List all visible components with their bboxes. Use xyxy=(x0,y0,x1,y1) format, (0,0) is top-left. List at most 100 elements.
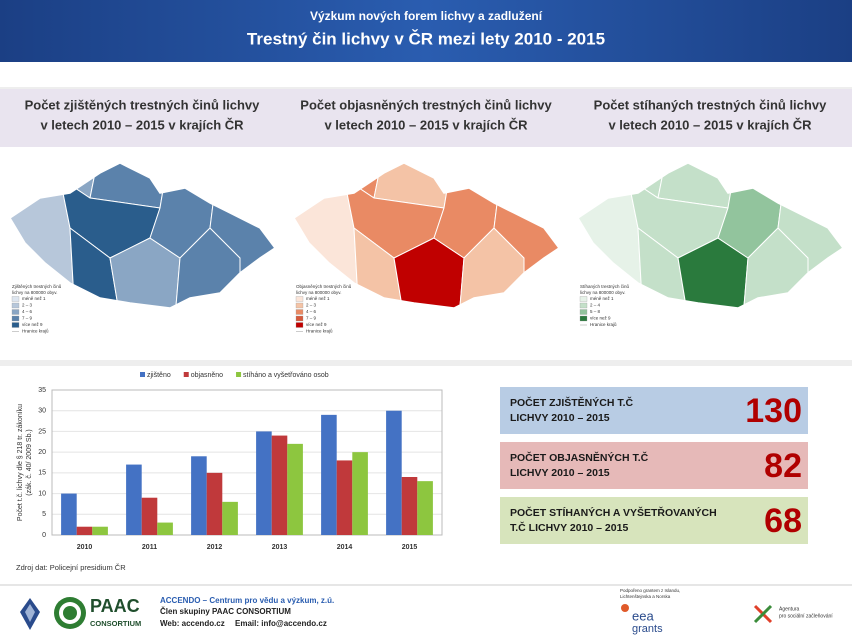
stat-label: POČET STÍHANÝCH A VYŠETŘOVANÝCH xyxy=(510,506,717,519)
y-tick-label: 5 xyxy=(42,511,46,518)
legend-swatch xyxy=(295,315,304,322)
stat-label: T.Č LICHVY 2010 – 2015 xyxy=(510,521,628,534)
map-legend-title: lichvy na 800000 obyv. xyxy=(12,290,57,295)
agency-text: Agentura xyxy=(779,606,800,612)
y-tick-label: 15 xyxy=(38,470,46,477)
map-legend-label: 4 – 6 xyxy=(22,309,33,314)
legend-label: objasněno xyxy=(191,372,223,379)
eea-text: eea xyxy=(632,608,654,623)
agency-logo xyxy=(753,604,773,624)
map-legend-label: 4 – 6 xyxy=(306,309,317,314)
map-legend-label: 7 – 9 xyxy=(22,316,33,321)
y-tick-label: 0 xyxy=(42,532,46,539)
stat-box xyxy=(500,387,808,434)
bar xyxy=(417,481,433,535)
bar xyxy=(401,477,418,535)
bar xyxy=(141,497,158,535)
x-tick-label: 2015 xyxy=(402,544,418,551)
map-legend-title: Objasněných trestných činů xyxy=(296,283,352,289)
legend-label: zjištěno xyxy=(147,372,171,379)
stat-value: 130 xyxy=(745,392,802,430)
map-outline xyxy=(292,162,561,309)
bar xyxy=(352,452,368,535)
map-legend-title: lichvy na 800000 obyv. xyxy=(296,290,341,295)
header-band xyxy=(0,0,852,62)
bar xyxy=(271,435,288,535)
header-title: Trestný čin lichvy v ČR mezi lety 2010 -… xyxy=(247,29,605,48)
x-tick-label: 2011 xyxy=(142,544,157,551)
legend-swatch xyxy=(295,322,304,328)
agency-text: pro sociální začleňování xyxy=(779,613,833,619)
map-legend-label: Hranice krajů xyxy=(306,328,333,334)
y-axis-label: Počet t.č. lichvy dle § 218 tr. zákoníku xyxy=(17,404,24,521)
legend-swatch xyxy=(11,322,20,328)
bar xyxy=(256,431,272,535)
x-tick-label: 2014 xyxy=(337,544,353,551)
grant-text: Lichtenštejnska a Norska xyxy=(620,594,671,599)
accendo-logo xyxy=(20,598,40,630)
grants-text: grants xyxy=(632,623,663,635)
stat-label: LICHVY 2010 – 2015 xyxy=(510,412,610,424)
bar xyxy=(386,410,402,535)
map-legend-label: Hranice krajů xyxy=(590,321,617,327)
map-legend-label: 2 – 4 xyxy=(590,303,601,308)
grant-text: Podpořeno grantem z Islandu, xyxy=(620,588,680,593)
x-tick-label: 2010 xyxy=(77,544,93,551)
map-legend-label: 2 – 3 xyxy=(22,303,33,308)
map-title: v letech 2010 – 2015 v krajích ČR xyxy=(324,117,528,132)
legend-swatch xyxy=(140,372,145,377)
y-axis-label: (zák. č. 40/ 2009 Sb.) xyxy=(26,429,33,496)
map-legend-label: méně než 1 xyxy=(590,296,614,301)
map-title: Počet stíhaných trestných činů lichvy xyxy=(594,97,827,112)
legend-swatch xyxy=(236,372,242,377)
separator xyxy=(0,360,852,366)
y-tick-label: 30 xyxy=(38,408,46,415)
eea-dot xyxy=(621,604,629,612)
map-legend-label: více než 9 xyxy=(590,316,611,321)
map-title: Počet zjištěných trestných činů lichvy xyxy=(25,97,261,112)
map-title: Počet objasněných trestných činů lichvy xyxy=(300,97,552,112)
org-name: ACCENDO – Centrum pro vědu a výzkum, z.ú… xyxy=(160,596,334,605)
map-legend-title: Stíhaných trestných činů xyxy=(580,283,630,289)
map-legend-label: více než 9 xyxy=(306,322,327,327)
source: Zdroj dat: Policejní presidium ČR xyxy=(16,563,126,572)
plot-frame xyxy=(51,389,443,536)
stat-value: 68 xyxy=(764,502,802,540)
x-tick-label: 2013 xyxy=(272,544,288,551)
map-legend-label: více než 9 xyxy=(22,322,43,327)
bar xyxy=(222,501,238,535)
map-legend-title: lichvy na 800000 obyv. xyxy=(580,290,625,295)
bar xyxy=(336,460,353,535)
map-legend-label: Hranice krajů xyxy=(22,328,49,334)
bar xyxy=(157,522,173,535)
legend-swatch xyxy=(579,296,588,302)
y-tick-label: 35 xyxy=(38,387,46,394)
legend-swatch xyxy=(579,302,588,309)
stat-label: POČET ZJIŠTĚNÝCH T.Č xyxy=(510,396,634,409)
bar xyxy=(92,526,108,535)
bar xyxy=(321,414,337,535)
y-tick-label: 25 xyxy=(38,428,46,435)
member-text: Člen skupiny PAAC CONSORTIUM xyxy=(160,607,291,616)
web-text: Web: accendo.cz xyxy=(160,619,225,628)
stat-box xyxy=(500,497,808,544)
y-tick-label: 20 xyxy=(38,449,46,456)
stat-value: 82 xyxy=(764,447,802,485)
header-subtitle: Výzkum nových forem lichvy a zadlužení xyxy=(310,9,543,23)
stat-label: LICHVY 2010 – 2015 xyxy=(510,467,610,479)
bar xyxy=(76,526,93,535)
x-tick-label: 2012 xyxy=(207,544,223,551)
map-legend-label: 2 – 3 xyxy=(306,303,317,308)
legend-swatch xyxy=(295,302,304,309)
legend-swatch xyxy=(11,309,20,315)
maps-title-band xyxy=(0,89,852,147)
y-tick-label: 10 xyxy=(38,490,46,497)
paac-text: PAAC xyxy=(90,596,140,616)
legend-label: stíháno a vyšetřováno osob xyxy=(243,372,329,379)
map-legend-title: Zjištěných trestných činů xyxy=(12,283,62,289)
bar xyxy=(191,456,207,535)
legend-swatch xyxy=(295,296,304,302)
stat-box xyxy=(500,442,808,489)
